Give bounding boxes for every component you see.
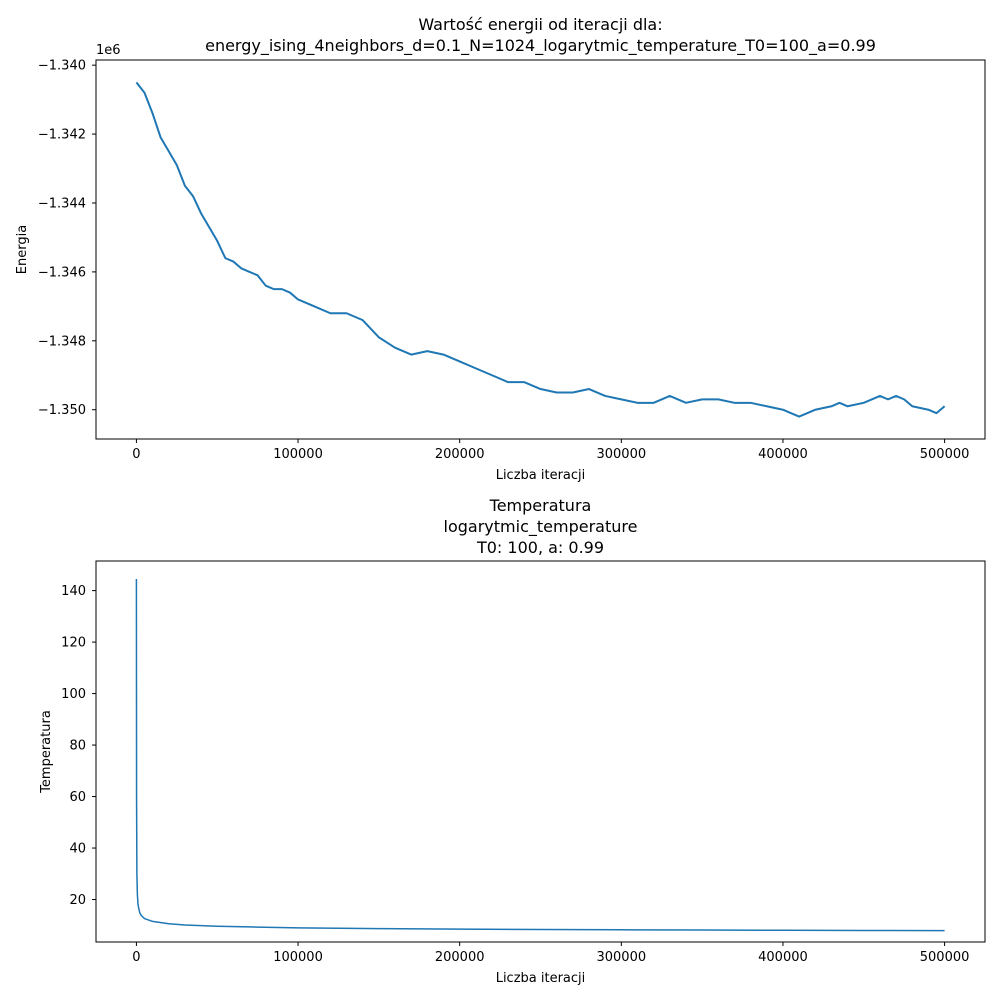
energy-xtick-label: 0 [132,447,140,462]
energy-ytick-label: −1.346 [38,265,86,280]
temperature-chart-title-line: logarytmic_temperature [444,517,638,537]
temperature-y-axis-label: Temperatura [39,710,54,794]
temperature-x-axis-label: Liczba iteracji [496,971,586,986]
temperature-axes-frame [95,560,986,943]
temperature-ytick-label: 140 [61,584,86,599]
energy-ytick-label: −1.340 [38,59,86,74]
temperature-xtick-label: 300000 [596,950,646,965]
energy-offset-text: 1e6 [96,43,121,58]
energy-ytick-label: −1.348 [38,334,86,349]
energy-chart-title-line: energy_ising_4neighbors_d=0.1_N=1024_log… [205,36,876,56]
energy-chart: Wartość energii od iteracji dla: energy_i… [15,15,986,483]
temperature-xtick-label: 200000 [435,950,485,965]
temperature-ytick-label: 20 [69,893,86,908]
temperature-ytick-label: 100 [61,687,86,702]
energy-xtick-label: 100000 [273,447,323,462]
energy-xtick-label: 300000 [596,447,646,462]
temperature-ytick-label: 40 [69,842,86,857]
energy-xtick-label: 400000 [758,447,808,462]
energy-xtick-label: 200000 [435,447,485,462]
temperature-xtick-label: 0 [132,950,140,965]
temperature-ytick-label: 120 [61,636,86,651]
temperature-ytick-label: 60 [69,790,86,805]
energy-ytick-label: −1.342 [38,128,86,143]
energy-xtick-label: 500000 [920,447,970,462]
temperature-xtick-label: 100000 [273,950,323,965]
energy-series-line [135,81,946,418]
energy-ytick-label: −1.344 [38,196,86,211]
energy-ytick-label: −1.350 [38,403,86,418]
energy-chart-title-line: Wartość energii od iteracji dla: [418,15,662,34]
energy-x-axis-label: Liczba iteracji [496,468,586,483]
energy-axes-frame [95,59,986,440]
temperature-chart-title-line: T0: 100, a: 0.99 [476,538,604,557]
temperature-ytick-label: 80 [69,739,86,754]
temperature-xtick-label: 500000 [920,950,970,965]
temperature-series-line [135,579,945,932]
temperature-xtick-label: 400000 [758,950,808,965]
temperature-chart-title-line: Temperatura [489,496,592,515]
energy-y-axis-label: Energia [15,225,30,274]
